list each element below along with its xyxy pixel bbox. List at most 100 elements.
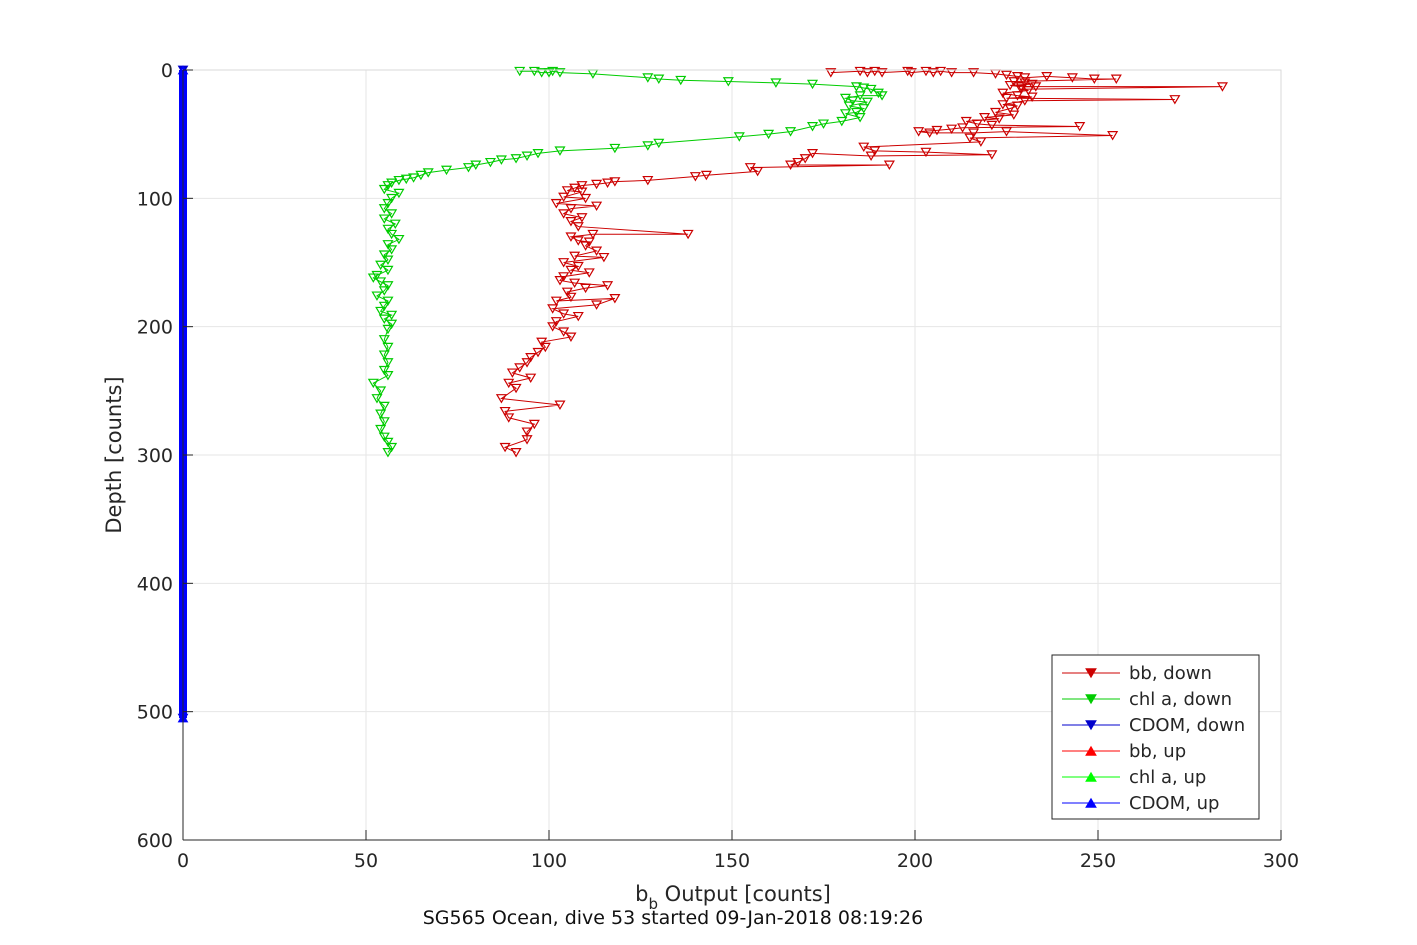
series-marker [367,378,379,389]
series-marker [792,157,804,168]
series-marker [558,309,570,319]
series-marker [869,146,881,156]
series-marker [382,224,394,235]
series-marker [946,68,958,78]
series-marker [375,424,387,435]
series-marker [960,116,972,127]
legend-marker [1085,771,1097,782]
series-marker [521,151,533,161]
x-tick-label: 250 [1080,850,1116,872]
series-marker [642,73,654,83]
series-marker [876,91,888,101]
series-marker [843,101,855,111]
series-marker [806,148,819,159]
series-marker [382,281,394,291]
series-marker [378,184,390,195]
series-marker [378,417,390,427]
series-marker [1011,101,1024,111]
legend-item: CDOM, down [1062,715,1245,736]
series-marker [722,77,734,87]
legend: bb, down chl a, down CDOM, down bb, up chl a… [1051,654,1260,820]
series-marker [499,442,511,453]
series-marker [1019,73,1031,83]
legend-marker [1085,745,1097,756]
series-marker [386,209,398,219]
series-marker [521,358,533,368]
y-tick-label: 0 [161,60,173,82]
series-marker [591,246,603,256]
series-marker [602,281,614,291]
series-marker [1004,80,1016,91]
series-marker [375,306,387,317]
legend-label: bb, up [1129,741,1186,762]
series-marker [642,141,654,151]
legend-label: CDOM, up [1129,793,1219,814]
series-marker [558,258,570,268]
series-marker [1107,131,1119,141]
series-marker [1004,104,1016,114]
x-axis-label-main: b [635,882,648,906]
series-marker [1169,95,1181,105]
series-marker [861,68,873,78]
series-marker [700,170,712,181]
series-marker [547,304,559,314]
series-marker [382,371,394,381]
legend-marker [1085,694,1097,705]
series-marker [653,74,665,84]
series-marker [378,432,390,443]
series-marker [470,160,482,170]
legend-item: bb, up [1062,741,1186,762]
series-marker [554,146,566,156]
series-marker [565,292,577,303]
series-marker [587,229,599,240]
series-marker [935,66,947,77]
series-marker [375,260,387,271]
series-marker [371,291,383,301]
legend-box [1051,654,1260,820]
series-marker [382,437,394,448]
series-marker [1041,71,1053,82]
x-axis-label-rest: Output [counts] [658,882,831,906]
series-marker [506,368,518,378]
series-marker [422,168,434,178]
series-marker [536,337,548,348]
series-marker [642,175,654,186]
y-tick-label: 400 [137,573,173,595]
series-marker [382,296,394,307]
series-marker [785,160,797,170]
series-marker [850,82,862,92]
x-tick-label: 50 [354,850,378,872]
series-marker [865,151,877,161]
series-marker [386,319,398,330]
series-marker [1216,82,1228,92]
series-marker [521,427,533,437]
series-marker [978,113,991,123]
series-marker [550,317,562,327]
series-marker [565,204,577,214]
series-marker [854,66,866,77]
series-marker [569,278,581,289]
series-marker [598,252,610,263]
x-axis-label: bb Output [counts] [635,882,831,913]
series-marker [946,124,958,135]
series-marker [839,93,852,104]
series-marker [1088,74,1100,84]
series-marker [989,107,1002,118]
series-marker [382,199,394,209]
series-marker [817,119,830,129]
series-marker [561,287,573,298]
series-marker [986,150,998,160]
series-marker [378,286,390,296]
series-marker [484,157,496,168]
series-marker [1000,127,1013,137]
series-marker [1019,96,1031,106]
series-marker [554,68,566,78]
series-marker [378,214,390,224]
series-marker [971,119,983,129]
series-marker [382,448,394,458]
series-marker [386,193,398,204]
series-marker [393,175,405,186]
series-marker [836,116,848,127]
series-marker [1008,110,1020,120]
legend-marker [1085,720,1097,731]
